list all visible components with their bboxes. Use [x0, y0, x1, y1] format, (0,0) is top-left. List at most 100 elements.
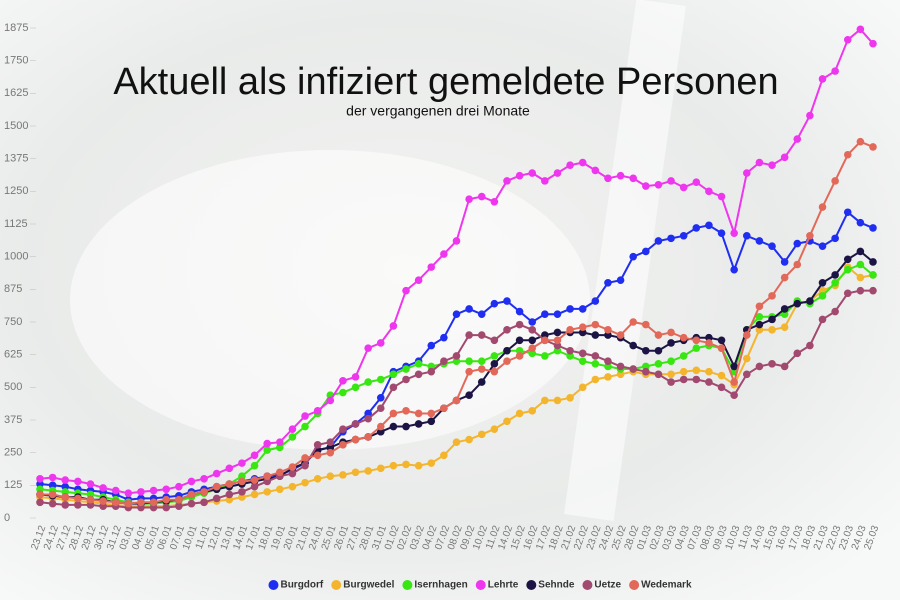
data-point — [326, 396, 335, 405]
data-point — [717, 192, 726, 201]
series — [36, 137, 877, 508]
data-point — [692, 366, 701, 375]
data-point — [503, 177, 511, 185]
data-point — [818, 292, 827, 300]
data-point — [566, 352, 574, 360]
legend: Burgdorf Burgwedel Isernhagen Lehrte Sehnde U… — [268, 580, 692, 591]
data-point — [263, 446, 271, 454]
data-point — [780, 305, 789, 313]
data-point — [238, 472, 246, 480]
data-point — [61, 501, 70, 509]
data-point — [591, 297, 600, 305]
data-point — [427, 367, 436, 376]
data-point — [541, 352, 549, 360]
data-point — [629, 341, 637, 350]
legend-label: Burgdorf — [280, 580, 323, 591]
data-point — [629, 252, 637, 261]
data-point — [36, 485, 44, 494]
data-point — [36, 475, 44, 483]
data-point — [591, 375, 600, 384]
y-tick-label: 0 — [4, 512, 10, 524]
data-point — [238, 459, 246, 467]
y-tick-label: 1500 — [4, 120, 28, 132]
data-point — [212, 494, 221, 503]
data-point — [566, 305, 574, 313]
data-point — [667, 378, 675, 386]
data-point — [818, 75, 827, 83]
data-point — [578, 349, 587, 358]
data-point — [591, 320, 600, 329]
data-point — [175, 482, 183, 491]
data-point — [376, 404, 385, 413]
data-point — [86, 480, 95, 488]
data-point — [679, 375, 688, 384]
data-point — [604, 331, 612, 339]
y-tick-label: 625 — [4, 349, 22, 361]
y-tick-label: 250 — [4, 447, 22, 459]
data-point — [780, 273, 789, 282]
data-point — [654, 346, 663, 355]
data-point — [402, 422, 410, 431]
data-point — [137, 498, 145, 507]
data-point — [604, 357, 612, 366]
data-point — [768, 292, 776, 300]
data-point — [667, 339, 675, 347]
data-point — [642, 367, 650, 376]
data-point — [528, 349, 537, 358]
data-point — [414, 461, 423, 470]
data-point — [200, 475, 208, 483]
data-point — [755, 312, 764, 321]
data-point — [490, 299, 499, 308]
data-point — [553, 169, 562, 177]
data-point — [578, 323, 587, 332]
data-point — [313, 475, 322, 483]
data-point — [402, 365, 410, 373]
data-point — [339, 441, 347, 449]
data-point — [389, 322, 398, 330]
data-point — [48, 473, 57, 482]
data-point — [566, 393, 574, 402]
legend-swatch — [402, 580, 413, 590]
data-point — [490, 360, 499, 368]
data-point — [692, 344, 701, 352]
data-point — [301, 478, 309, 487]
legend-label: Sehnde — [538, 580, 575, 591]
data-point — [250, 490, 259, 499]
data-point — [414, 360, 423, 368]
data-point — [831, 279, 839, 287]
data-point — [553, 346, 562, 355]
data-point — [364, 467, 372, 475]
data-point — [187, 499, 196, 508]
data-point — [528, 344, 537, 352]
data-point — [477, 310, 486, 318]
data-point — [477, 331, 486, 339]
data-point — [604, 326, 612, 334]
data-point — [730, 391, 738, 399]
y-tick-label: 125 — [4, 479, 22, 491]
data-point — [175, 495, 183, 504]
data-point — [477, 192, 486, 201]
data-point — [351, 435, 360, 444]
data-point — [187, 490, 196, 499]
data-point — [124, 499, 133, 508]
y-tick-label: 1375 — [4, 153, 28, 165]
data-point — [705, 378, 713, 386]
legend-swatch — [582, 580, 593, 590]
data-point — [36, 480, 44, 488]
data-point — [642, 182, 650, 190]
data-point — [376, 422, 385, 431]
data-point — [717, 229, 726, 237]
data-point — [364, 433, 372, 441]
data-point — [679, 352, 688, 360]
data-point — [528, 407, 537, 415]
data-point — [440, 357, 448, 366]
data-point — [843, 208, 852, 217]
data-point — [755, 237, 764, 245]
data-point — [541, 336, 549, 345]
legend-swatch — [629, 580, 640, 590]
data-point — [856, 286, 865, 295]
data-point — [301, 422, 309, 431]
data-point — [74, 501, 82, 509]
data-point — [250, 451, 259, 460]
data-point — [604, 279, 612, 287]
